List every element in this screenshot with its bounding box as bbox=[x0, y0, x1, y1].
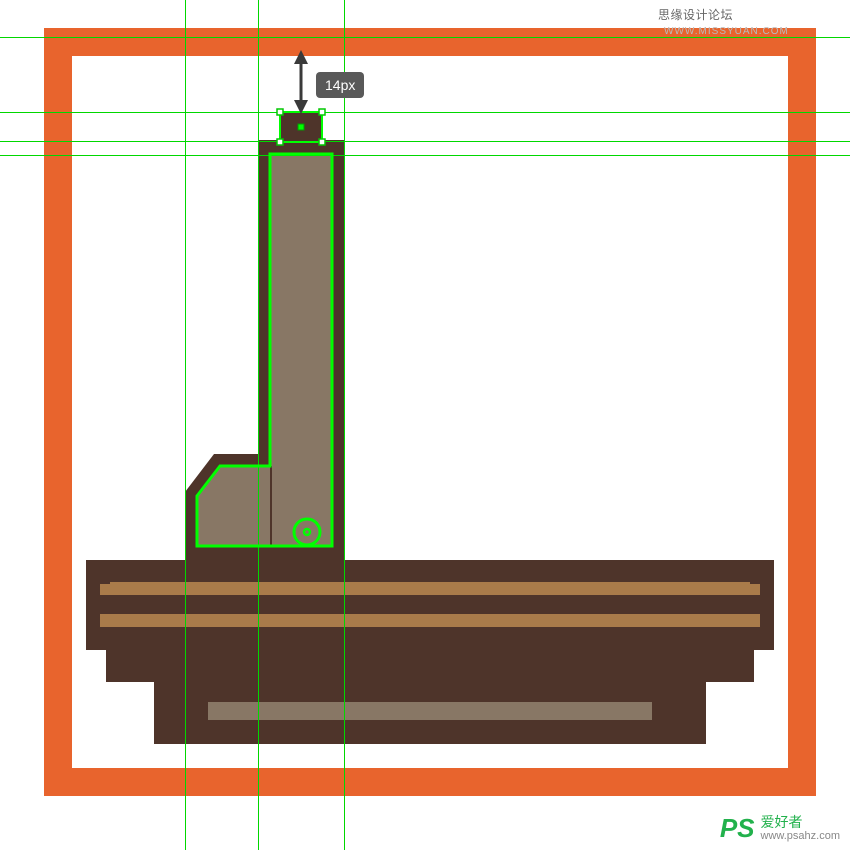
watermark-top-url: WWW.MISSYUAN.COM bbox=[664, 26, 789, 37]
watermark-top-text: 思缘设计论坛 bbox=[658, 8, 733, 22]
watermark-cn: 爱好者 bbox=[761, 815, 840, 830]
measurement-label: 14px bbox=[316, 72, 364, 98]
measurement-arrow-icon bbox=[0, 0, 850, 850]
watermark-bottom: PS 爱好者 www.psahz.com bbox=[720, 813, 840, 844]
watermark-top: 思缘设计论坛 WWW.MISSYUAN.COM bbox=[658, 6, 850, 37]
measurement-value: 14px bbox=[325, 77, 355, 93]
watermark-bottom-url: www.psahz.com bbox=[761, 830, 840, 842]
watermark-logo: PS bbox=[720, 813, 755, 844]
